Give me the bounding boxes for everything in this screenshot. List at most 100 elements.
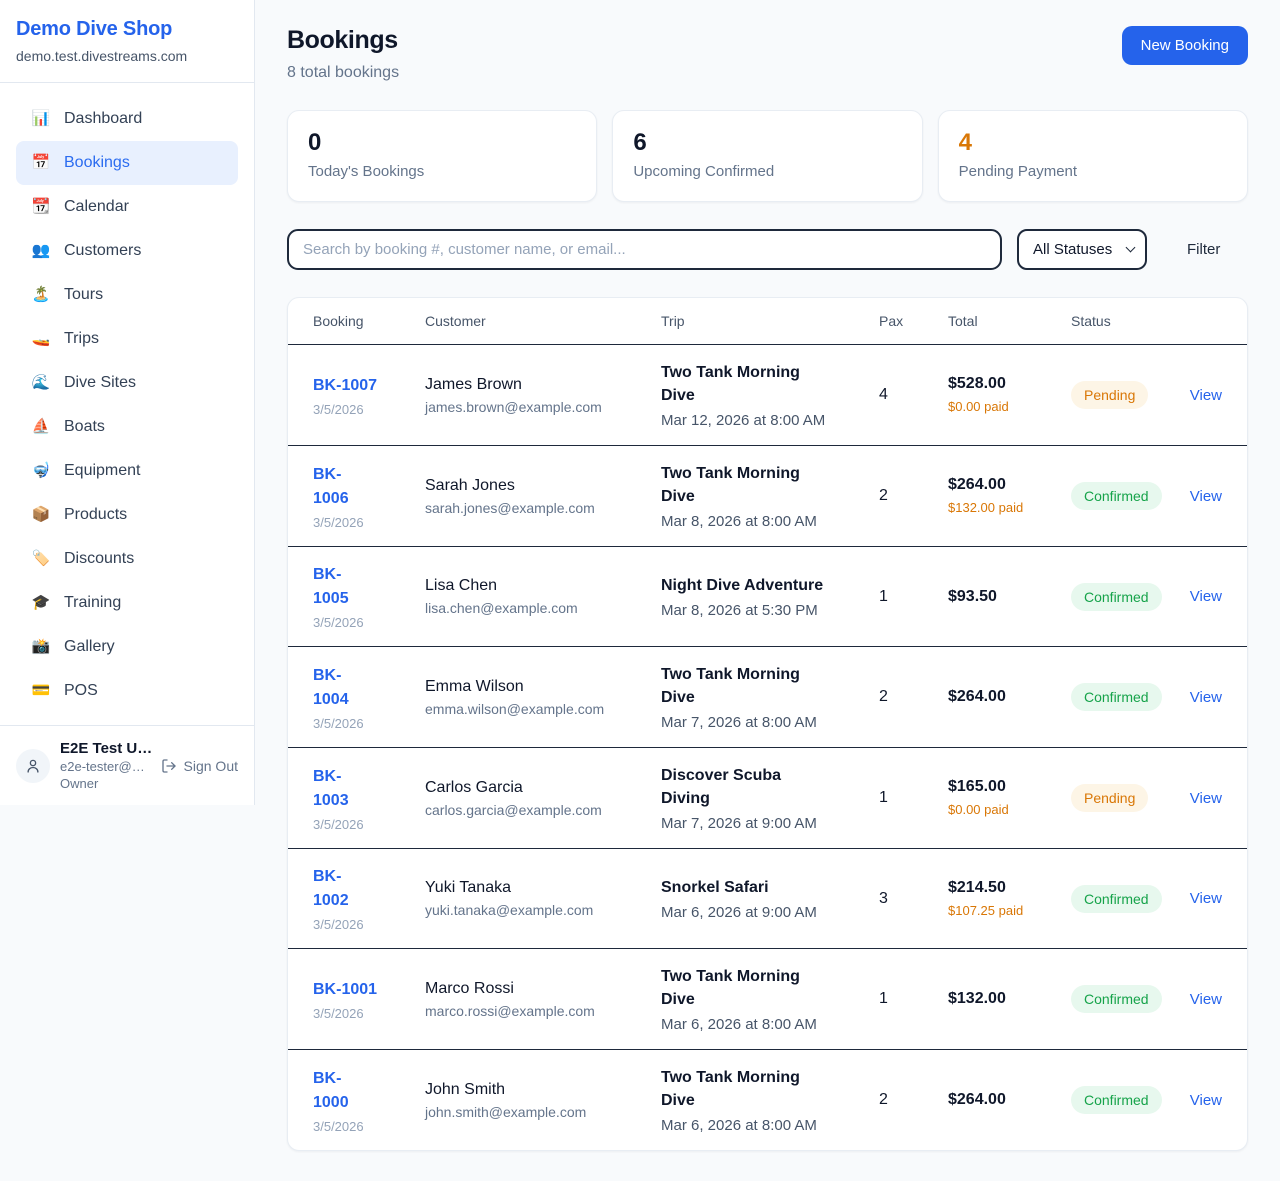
trip-datetime: Mar 12, 2026 at 8:00 AM bbox=[661, 412, 826, 430]
booking-date: 3/5/2026 bbox=[313, 401, 364, 417]
stat-value: 0 bbox=[308, 129, 322, 156]
bookings-icon: 📅 bbox=[31, 154, 51, 171]
booking-cell: BK-1005 3/5/2026 bbox=[313, 563, 425, 630]
sidebar-item-label: Dashboard bbox=[64, 110, 143, 127]
customer-email: yuki.tanaka@example.com bbox=[425, 902, 594, 919]
trip-datetime: Mar 7, 2026 at 8:00 AM bbox=[661, 714, 817, 732]
pax-count: 2 bbox=[879, 688, 888, 706]
search-input[interactable] bbox=[287, 229, 1002, 271]
trip-name: Discover Scuba Diving bbox=[661, 767, 782, 808]
page-title: Bookings bbox=[287, 26, 398, 54]
view-link[interactable]: View bbox=[1189, 386, 1222, 404]
customer-cell: Carlos Garcia carlos.garcia@example.com bbox=[425, 779, 661, 818]
paid-amount: $107.25 paid bbox=[948, 902, 1024, 918]
view-link[interactable]: View bbox=[1189, 1091, 1222, 1109]
shop-header: Demo Dive Shop demo.test.divestreams.com bbox=[0, 0, 254, 83]
view-link[interactable]: View bbox=[1189, 890, 1222, 908]
booking-id-link[interactable]: BK-1001 bbox=[313, 980, 378, 998]
filter-button[interactable]: Filter bbox=[1177, 241, 1230, 258]
booking-id-link[interactable]: BK-1002 bbox=[313, 868, 349, 910]
customer-cell: Marco Rossi marco.rossi@example.com bbox=[425, 980, 661, 1019]
customer-cell: Yuki Tanaka yuki.tanaka@example.com bbox=[425, 879, 661, 918]
stat-value: 4 bbox=[958, 129, 973, 156]
sidebar-item-tours[interactable]: 🏝️ Tours bbox=[16, 273, 238, 317]
customer-name: Emma Wilson bbox=[425, 677, 524, 695]
col-customer: Customer bbox=[425, 313, 486, 330]
sidebar-item-label: Customers bbox=[64, 242, 142, 259]
sidebar-item-trips[interactable]: 🚤 Trips bbox=[16, 317, 238, 361]
table-header-row: Booking Customer Trip Pax Total Status bbox=[288, 298, 1247, 346]
sidebar-item-label: Discounts bbox=[64, 550, 135, 567]
table-body: BK-1007 3/5/2026 James Brown james.brown… bbox=[288, 345, 1247, 1150]
pos-icon: 💳 bbox=[31, 682, 51, 699]
total-amount: $132.00 bbox=[948, 990, 1006, 1008]
new-booking-button[interactable]: New Booking bbox=[1121, 26, 1248, 65]
table-row: BK-1003 3/5/2026 Carlos Garcia carlos.ga… bbox=[288, 747, 1247, 848]
customers-icon: 👥 bbox=[31, 242, 51, 259]
status-badge: Confirmed bbox=[1071, 1086, 1162, 1115]
sign-out-label: Sign Out bbox=[183, 757, 238, 774]
booking-date: 3/5/2026 bbox=[313, 715, 364, 731]
view-link[interactable]: View bbox=[1189, 688, 1222, 706]
trip-cell: Two Tank Morning Dive Mar 6, 2026 at 8:0… bbox=[661, 1066, 879, 1134]
total-cell: $264.00 bbox=[948, 688, 1071, 706]
trip-datetime: Mar 6, 2026 at 8:00 AM bbox=[661, 1117, 817, 1135]
booking-id-link[interactable]: BK-1006 bbox=[313, 465, 349, 507]
sidebar-item-customers[interactable]: 👥 Customers bbox=[16, 229, 238, 273]
table-row: BK-1004 3/5/2026 Emma Wilson emma.wilson… bbox=[288, 646, 1247, 747]
sidebar-item-label: Gallery bbox=[64, 638, 115, 655]
status-badge: Pending bbox=[1071, 784, 1149, 813]
view-link[interactable]: View bbox=[1189, 990, 1222, 1008]
sidebar-item-bookings[interactable]: 📅 Bookings bbox=[16, 141, 238, 185]
shop-name: Demo Dive Shop bbox=[16, 18, 173, 40]
sidebar-item-equipment[interactable]: 🤿 Equipment bbox=[16, 449, 238, 493]
view-link[interactable]: View bbox=[1189, 487, 1222, 505]
sidebar-item-label: Products bbox=[64, 506, 128, 523]
trip-cell: Night Dive Adventure Mar 8, 2026 at 5:30… bbox=[661, 574, 879, 619]
view-link[interactable]: View bbox=[1189, 588, 1222, 606]
dashboard-icon: 📊 bbox=[31, 110, 51, 127]
booking-id-link[interactable]: BK-1004 bbox=[313, 666, 349, 708]
sign-out-button[interactable]: Sign Out bbox=[161, 758, 238, 774]
booking-id-link[interactable]: BK-1003 bbox=[313, 767, 349, 809]
stats-cards: 0 Today's Bookings 6 Upcoming Confirmed … bbox=[287, 110, 1248, 203]
table-row: BK-1005 3/5/2026 Lisa Chen lisa.chen@exa… bbox=[288, 546, 1247, 646]
booking-id-link[interactable]: BK-1007 bbox=[313, 376, 378, 394]
sidebar-item-boats[interactable]: ⛵ Boats bbox=[16, 405, 238, 449]
paid-amount: $132.00 paid bbox=[948, 500, 1024, 516]
booking-cell: BK-1001 3/5/2026 bbox=[313, 978, 425, 1021]
sidebar-item-gallery[interactable]: 📸 Gallery bbox=[16, 625, 238, 669]
col-trip: Trip bbox=[661, 313, 685, 330]
view-link[interactable]: View bbox=[1189, 789, 1222, 807]
status-badge: Confirmed bbox=[1071, 985, 1162, 1014]
customer-email: john.smith@example.com bbox=[425, 1103, 587, 1120]
booking-id-link[interactable]: BK-1000 bbox=[313, 1069, 349, 1111]
total-cell: $132.00 bbox=[948, 990, 1071, 1008]
sidebar-item-label: Bookings bbox=[64, 154, 130, 171]
sidebar-item-discounts[interactable]: 🏷️ Discounts bbox=[16, 537, 238, 581]
shop-domain: demo.test.divestreams.com bbox=[16, 48, 188, 64]
sidebar-item-dashboard[interactable]: 📊 Dashboard bbox=[16, 97, 238, 141]
status-filter-select[interactable]: All Statuses bbox=[1017, 229, 1147, 271]
stat-label: Upcoming Confirmed bbox=[633, 163, 775, 181]
booking-cell: BK-1006 3/5/2026 bbox=[313, 463, 425, 530]
status-cell: Confirmed bbox=[1071, 1086, 1183, 1115]
page-subtitle: 8 total bookings bbox=[287, 64, 400, 81]
sidebar-item-pos[interactable]: 💳 POS bbox=[16, 669, 238, 713]
total-amount: $264.00 bbox=[948, 476, 1006, 494]
page-header: Bookings 8 total bookings New Booking bbox=[287, 26, 1248, 82]
booking-cell: BK-1007 3/5/2026 bbox=[313, 374, 425, 417]
sidebar-item-training[interactable]: 🎓 Training bbox=[16, 581, 238, 625]
sidebar-item-calendar[interactable]: 📆 Calendar bbox=[16, 185, 238, 229]
customer-cell: James Brown james.brown@example.com bbox=[425, 376, 661, 415]
table-row: BK-1000 3/5/2026 John Smith john.smith@e… bbox=[288, 1049, 1247, 1150]
total-amount: $165.00 bbox=[948, 778, 1006, 796]
booking-id-link[interactable]: BK-1005 bbox=[313, 566, 349, 608]
sidebar-item-products[interactable]: 📦 Products bbox=[16, 493, 238, 537]
sidebar-item-dive-sites[interactable]: 🌊 Dive Sites bbox=[16, 361, 238, 405]
bookings-table: Booking Customer Trip Pax Total Status B… bbox=[287, 297, 1248, 1152]
customer-cell: Emma Wilson emma.wilson@example.com bbox=[425, 678, 661, 717]
customer-cell: John Smith john.smith@example.com bbox=[425, 1081, 661, 1120]
pax-count: 4 bbox=[879, 386, 888, 404]
booking-date: 3/5/2026 bbox=[313, 514, 364, 530]
